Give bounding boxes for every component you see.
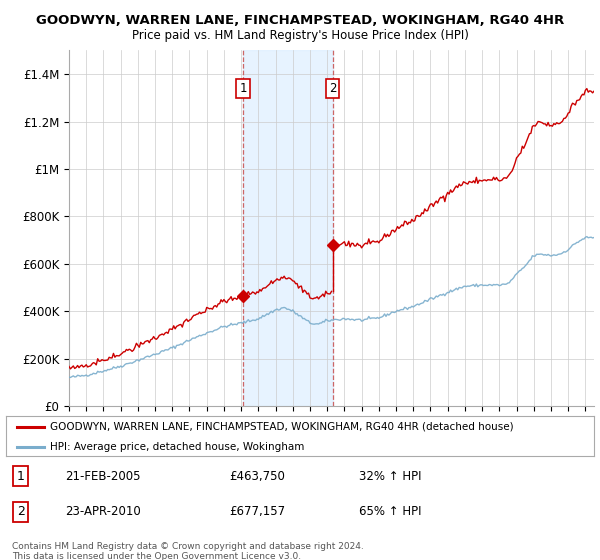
- Text: Price paid vs. HM Land Registry's House Price Index (HPI): Price paid vs. HM Land Registry's House …: [131, 29, 469, 42]
- Text: 2: 2: [329, 82, 336, 95]
- Bar: [243, 50, 332, 406]
- Text: 21-FEB-2005: 21-FEB-2005: [65, 470, 140, 483]
- Text: 1: 1: [17, 470, 25, 483]
- Text: GOODWYN, WARREN LANE, FINCHAMPSTEAD, WOKINGHAM, RG40 4HR (detached house): GOODWYN, WARREN LANE, FINCHAMPSTEAD, WOK…: [50, 422, 514, 432]
- Text: GOODWYN, WARREN LANE, FINCHAMPSTEAD, WOKINGHAM, RG40 4HR: GOODWYN, WARREN LANE, FINCHAMPSTEAD, WOK…: [36, 14, 564, 27]
- Text: £677,157: £677,157: [229, 506, 286, 519]
- Text: 2: 2: [17, 506, 25, 519]
- Text: Contains HM Land Registry data © Crown copyright and database right 2024.
This d: Contains HM Land Registry data © Crown c…: [12, 542, 364, 560]
- Text: £463,750: £463,750: [229, 470, 286, 483]
- Text: HPI: Average price, detached house, Wokingham: HPI: Average price, detached house, Woki…: [50, 442, 304, 452]
- Text: 1: 1: [239, 82, 247, 95]
- Text: 65% ↑ HPI: 65% ↑ HPI: [359, 506, 421, 519]
- Text: 32% ↑ HPI: 32% ↑ HPI: [359, 470, 421, 483]
- Text: 23-APR-2010: 23-APR-2010: [65, 506, 140, 519]
